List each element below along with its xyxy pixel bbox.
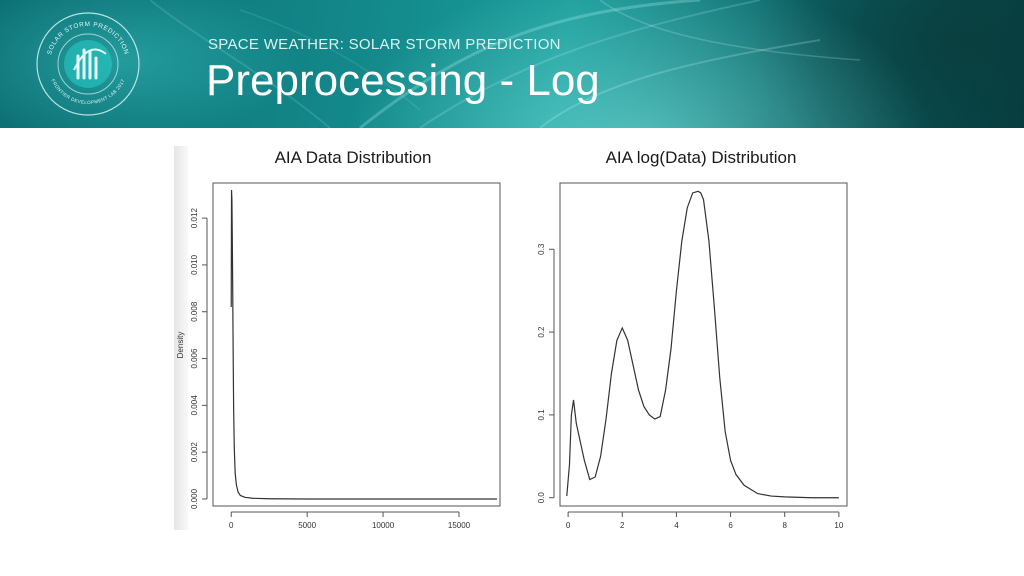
x-tick-label: 6 bbox=[728, 521, 733, 530]
y-tick-label: 0.008 bbox=[190, 301, 199, 322]
image-edge-shade bbox=[174, 146, 188, 530]
y-tick-label: 0.010 bbox=[190, 254, 199, 275]
chart2-title: AIA log(Data) Distribution bbox=[606, 148, 797, 167]
y-tick-label: 0.012 bbox=[190, 208, 199, 229]
x-tick-label: 15000 bbox=[448, 521, 471, 530]
solar-texture bbox=[149, 0, 861, 128]
chart1-ylabel: Density bbox=[176, 332, 185, 359]
x-tick-label: 0 bbox=[229, 521, 234, 530]
y-tick-label: 0.006 bbox=[190, 348, 199, 369]
x-tick-label: 10 bbox=[834, 521, 843, 530]
x-tick-label: 8 bbox=[782, 521, 787, 530]
y-tick-label: 0.2 bbox=[537, 326, 546, 338]
chart2-axes: 0 2 4 6 8 10 0.0 0.1 0.2 0.3 bbox=[537, 243, 844, 530]
page-title: Preprocessing - Log bbox=[206, 56, 600, 105]
x-tick-label: 0 bbox=[566, 521, 571, 530]
chart1-axes: 0 5000 10000 15000 0.000 0.002 0.004 0.006 0.008… bbox=[190, 208, 471, 530]
chart1-density-curve bbox=[230, 189, 497, 500]
y-tick-label: 0.1 bbox=[537, 409, 546, 421]
chart-aia-data: AIA Data Distribution Density 0 5000 10000… bbox=[176, 148, 501, 530]
header-banner: SOLAR STORM PREDICTION FRONTIER DEVELOPM… bbox=[0, 0, 1024, 128]
y-tick-label: 0.0 bbox=[537, 492, 546, 504]
y-tick-label: 0.004 bbox=[190, 395, 199, 416]
y-tick-label: 0.002 bbox=[190, 442, 199, 463]
x-tick-label: 4 bbox=[674, 521, 679, 530]
y-tick-label: 0.3 bbox=[537, 243, 546, 255]
chart1-title: AIA Data Distribution bbox=[275, 148, 432, 167]
header-subtitle: SPACE WEATHER: SOLAR STORM PREDICTION bbox=[208, 36, 561, 53]
chart-aia-log-data: AIA log(Data) Distribution 0 2 4 6 8 10 0.0 0.1… bbox=[537, 148, 848, 530]
y-tick-label: 0.000 bbox=[190, 488, 199, 509]
solar-storm-logo: SOLAR STORM PREDICTION FRONTIER DEVELOPM… bbox=[36, 12, 140, 116]
chart2-frame bbox=[559, 182, 848, 507]
x-tick-label: 10000 bbox=[372, 521, 395, 530]
chart1-frame bbox=[212, 182, 501, 507]
x-tick-label: 5000 bbox=[298, 521, 316, 530]
x-tick-label: 2 bbox=[620, 521, 625, 530]
chart2-density-curve bbox=[566, 190, 839, 499]
